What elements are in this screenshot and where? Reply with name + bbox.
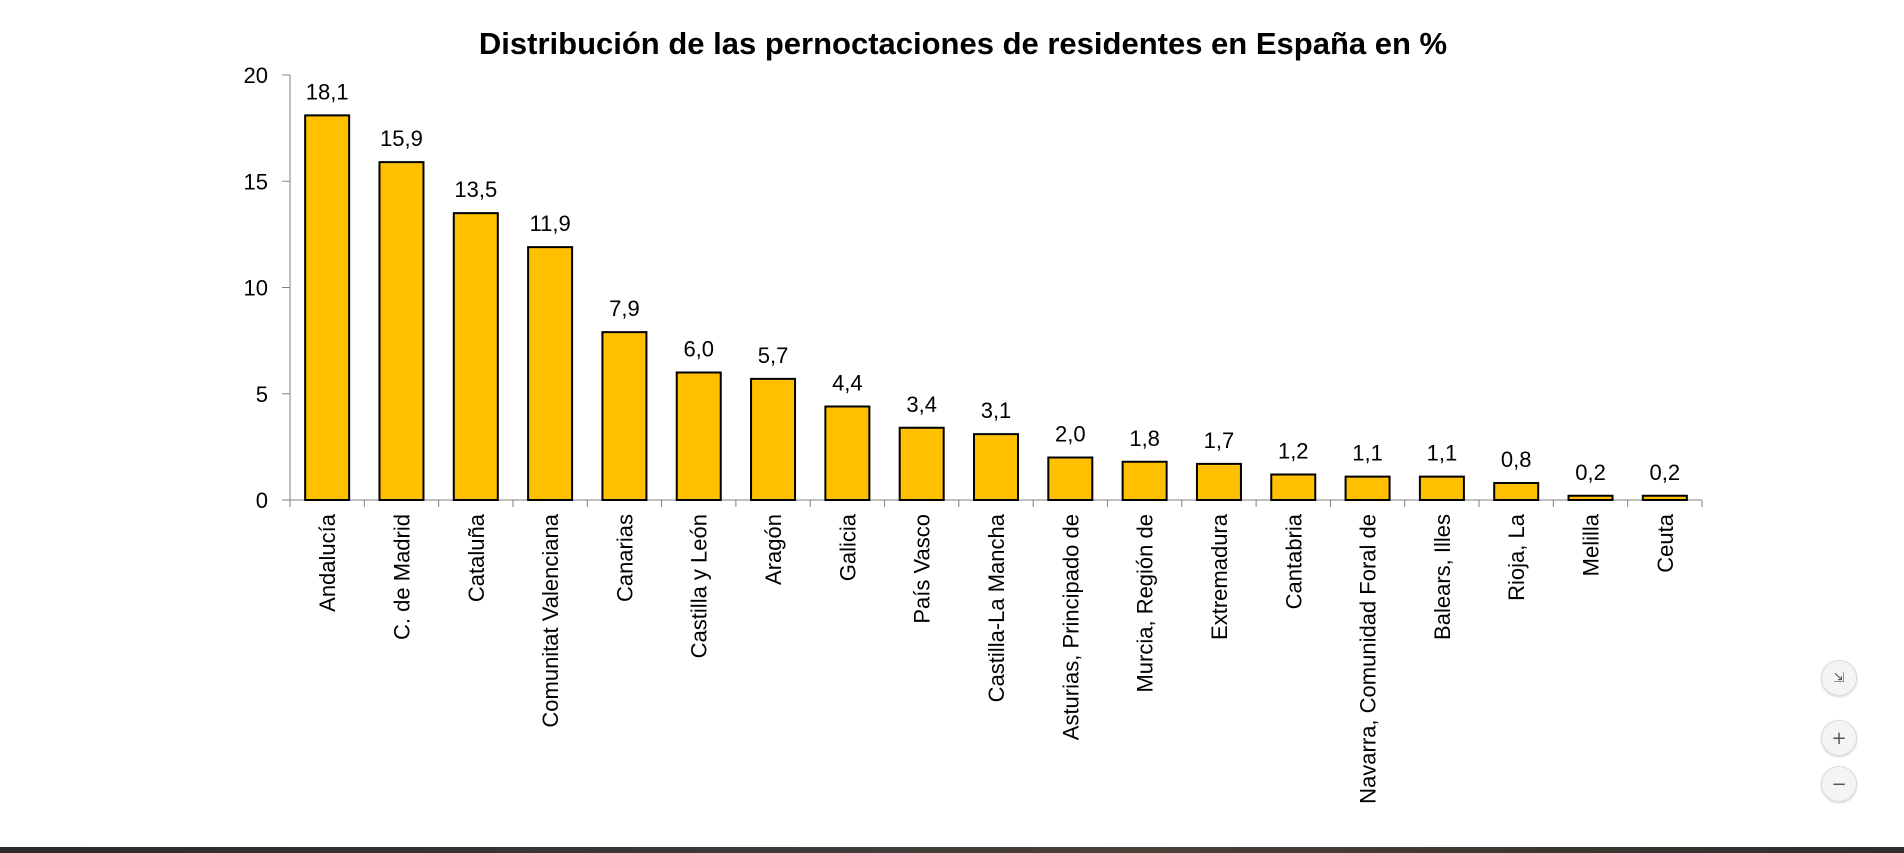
bar xyxy=(601,331,648,501)
y-tick-label: 0 xyxy=(256,488,268,513)
x-tick-label: Cantabria xyxy=(1281,513,1306,609)
collapse-button[interactable]: ⇲ xyxy=(1821,660,1857,696)
bar xyxy=(973,433,1019,501)
bar xyxy=(1641,494,1688,501)
bottom-edge-bar xyxy=(0,847,1904,853)
x-axis xyxy=(289,499,1703,507)
data-label: 3,4 xyxy=(906,392,937,417)
data-labels: 18,1 15,9 13,5 11,9 7,9 6,0 5,7 4,4 3,4 3,1 2,0 1,8… xyxy=(306,79,1680,484)
data-label: 3,1 xyxy=(981,398,1012,423)
x-tick-label: Canarias xyxy=(612,514,637,602)
x-tick-label: Murcia, Región de xyxy=(1133,514,1158,693)
y-tick-label: 5 xyxy=(256,382,268,407)
bar xyxy=(1344,475,1391,501)
x-tick-label: Andalucía xyxy=(315,513,340,612)
x-tick-label: Navarra, Comunidad Foral de xyxy=(1356,514,1381,804)
chart-title: Distribución de las pernoctaciones de re… xyxy=(479,26,1447,61)
zoom-in-button[interactable]: + xyxy=(1821,720,1857,756)
x-tick-label: Asturias, Principado de xyxy=(1058,514,1083,740)
bar xyxy=(304,114,351,501)
data-label: 1,8 xyxy=(1129,426,1160,451)
data-label: 18,1 xyxy=(306,79,349,104)
bar xyxy=(824,405,871,501)
x-tick-label: Extremadura xyxy=(1207,513,1232,640)
data-label: 13,5 xyxy=(454,177,497,202)
zoom-in-icon: + xyxy=(1831,727,1847,749)
data-label: 5,7 xyxy=(758,343,789,368)
data-label: 4,4 xyxy=(832,371,863,396)
bar xyxy=(1567,494,1614,501)
y-tick-label: 15 xyxy=(244,169,268,194)
data-label: 0,2 xyxy=(1650,460,1681,485)
x-tick-label: Castilla y León xyxy=(687,514,712,658)
zoom-out-icon: − xyxy=(1831,773,1847,795)
x-tick-label: Aragón xyxy=(761,514,786,585)
x-tick-label: País Vasco xyxy=(910,514,935,624)
bar xyxy=(750,377,797,501)
y-axis: 0 5 10 15 20 xyxy=(244,63,291,513)
data-label: 0,2 xyxy=(1575,460,1606,485)
data-label: 7,9 xyxy=(609,296,640,321)
bar xyxy=(1418,475,1465,501)
bar xyxy=(527,246,574,501)
bar xyxy=(378,161,425,501)
x-tick-label: Melilla xyxy=(1579,513,1604,576)
bar xyxy=(1493,482,1540,501)
x-tick-label: Balears, Illes xyxy=(1430,514,1455,640)
bar xyxy=(1121,460,1168,501)
data-label: 11,9 xyxy=(530,211,571,236)
zoom-out-button[interactable]: − xyxy=(1821,766,1857,802)
data-label: 1,2 xyxy=(1278,439,1309,464)
data-label: 6,0 xyxy=(683,337,714,362)
data-label: 15,9 xyxy=(380,126,423,151)
data-label: 0,8 xyxy=(1501,447,1532,472)
data-label: 1,1 xyxy=(1427,441,1458,466)
x-tick-label: Castilla-La Mancha xyxy=(984,513,1009,702)
data-label: 1,7 xyxy=(1204,428,1235,453)
bar xyxy=(1270,473,1317,501)
x-tick-labels: Andalucía C. de Madrid Cataluña Comunitat V… xyxy=(315,513,1678,804)
x-tick-label: Ceuta xyxy=(1653,513,1678,572)
collapse-icon: ⇲ xyxy=(1833,670,1845,686)
x-tick-label: Galicia xyxy=(835,513,860,581)
bar xyxy=(452,212,499,501)
data-label: 1,1 xyxy=(1352,441,1383,466)
y-tick-label: 20 xyxy=(244,63,268,88)
data-label: 2,0 xyxy=(1055,422,1086,447)
x-tick-label: Rioja, La xyxy=(1504,513,1529,601)
x-tick-label: C. de Madrid xyxy=(389,514,414,640)
bars xyxy=(304,114,1688,501)
bar xyxy=(898,426,945,501)
x-tick-label: Cataluña xyxy=(464,513,489,602)
x-tick-label: Comunitat Valenciana xyxy=(538,513,563,727)
y-tick-label: 10 xyxy=(244,276,268,301)
bar xyxy=(1195,462,1242,501)
bar xyxy=(675,371,722,501)
bar xyxy=(1047,456,1094,501)
